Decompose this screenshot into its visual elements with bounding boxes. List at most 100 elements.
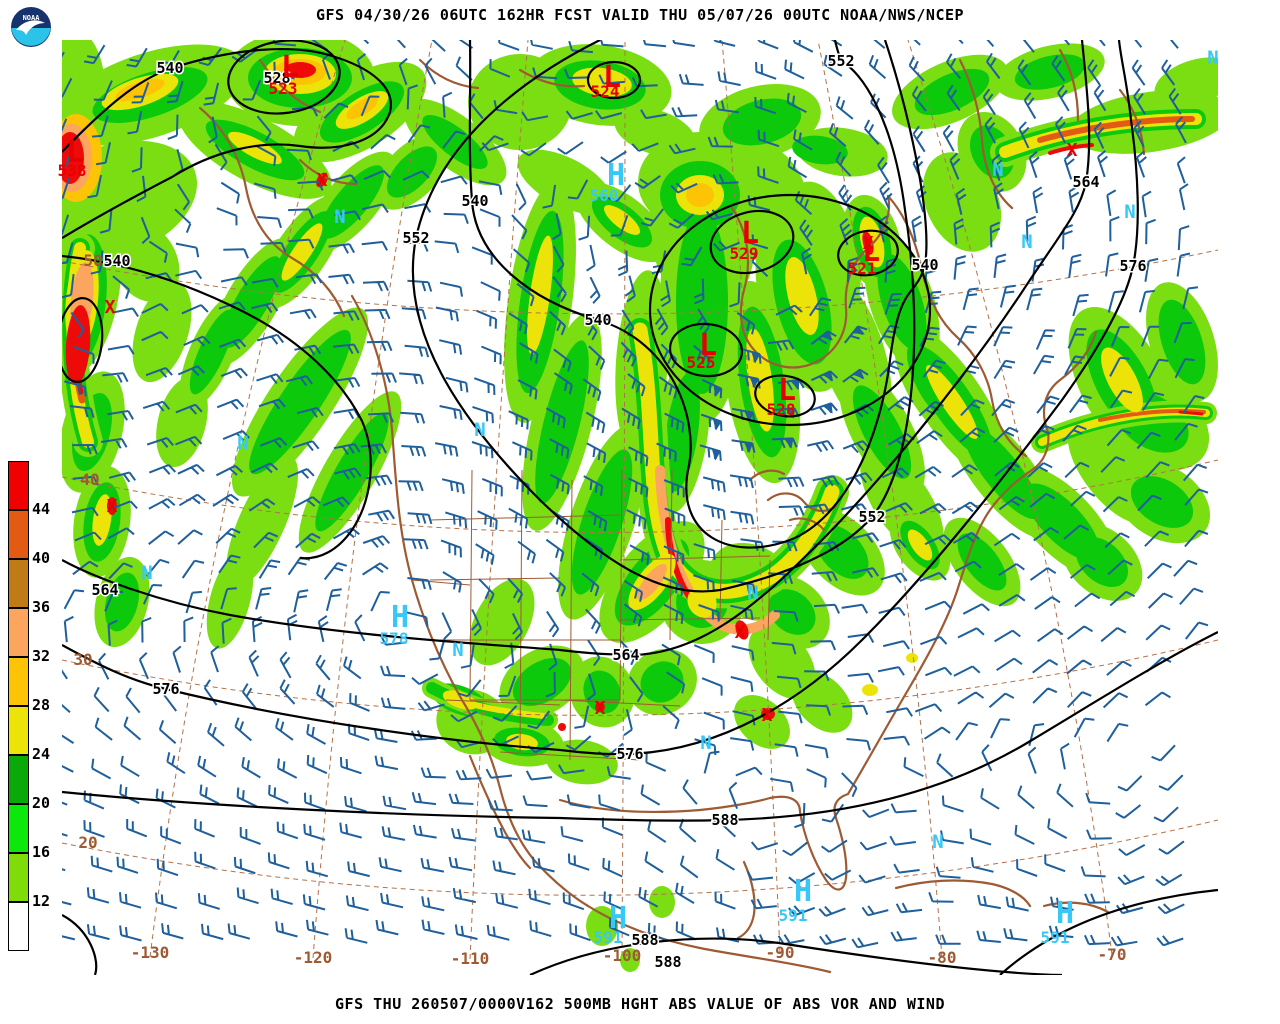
vorticity-blob <box>914 68 990 116</box>
coastline <box>1058 48 1080 122</box>
graticule-line <box>907 40 1113 956</box>
vorticity-blob <box>228 131 282 165</box>
graticule-line <box>62 639 1218 716</box>
height-contour <box>411 40 916 593</box>
vort-max-marker: X <box>1067 140 1078 161</box>
low-center-value: 523 <box>269 79 298 98</box>
wind-barbs <box>62 40 1209 949</box>
wind-barb-layer <box>62 40 1209 949</box>
longitude-label: -100 <box>603 946 642 965</box>
low-center-symbol: L <box>281 50 299 85</box>
low-center-value: 528 <box>767 400 796 419</box>
coastline <box>886 194 1028 458</box>
coastline <box>894 879 1032 908</box>
vorticity-blob <box>1101 347 1143 413</box>
contour-label: 588 <box>654 953 681 971</box>
noaa-logo: NOAA <box>9 5 53 49</box>
high-center-value: 560 <box>590 186 619 205</box>
vorticity-blob <box>386 146 438 198</box>
vorticity-blob <box>852 385 912 479</box>
colorbar-segment <box>8 510 29 559</box>
vort-min-marker: N <box>747 582 758 604</box>
vorticity-blob <box>107 497 117 515</box>
bottom-title: GFS THU 260507/0000V162 500MB HGHT ABS V… <box>335 995 945 1013</box>
vort-min-marker: N <box>452 639 463 661</box>
vorticity-blob <box>1154 57 1218 107</box>
contour-label: 588 <box>711 811 738 829</box>
vorticity-blob <box>906 653 918 663</box>
coastline <box>766 492 838 512</box>
vorticity-streak <box>1098 408 1206 422</box>
height-contour <box>529 937 1063 975</box>
coastline <box>418 58 480 90</box>
vorticity-blob <box>422 115 488 169</box>
high-center-value: 578 <box>380 629 409 648</box>
vort-max-marker: X <box>107 496 118 517</box>
colorbar-segment <box>8 461 29 510</box>
coastline <box>468 754 532 870</box>
height-contour-closed <box>648 193 932 427</box>
vorticity-blob <box>206 551 254 649</box>
colorbar-segment <box>8 804 29 853</box>
high-center-symbol: H <box>609 901 627 936</box>
height-contour <box>468 40 928 549</box>
vorticity-blob <box>926 365 978 439</box>
low-center-value: 538 <box>58 161 87 180</box>
graticule-line <box>817 40 943 959</box>
vort-max-marker: X <box>105 297 116 318</box>
longitude-label: -110 <box>451 949 490 968</box>
height-contour-closed <box>754 374 816 418</box>
vort-min-marker: N <box>237 432 248 454</box>
latitude-label: 20 <box>78 833 97 852</box>
vorticity-blob <box>558 723 566 731</box>
height-contour <box>62 40 1139 756</box>
latitude-label: 40 <box>80 470 99 489</box>
height-contour <box>62 40 1091 657</box>
vorticity-blob <box>957 533 1007 591</box>
contour-label: 588 <box>631 931 658 949</box>
vort-min-marker: N <box>1207 47 1218 69</box>
colorbar-tick-label: 12 <box>32 892 51 910</box>
state-border <box>669 469 673 641</box>
contour-label: 540 <box>461 192 488 210</box>
coastline <box>558 792 850 891</box>
height-contour-closed <box>837 229 899 277</box>
height-contour-closed <box>62 297 104 383</box>
height-contour-layer <box>62 40 1218 975</box>
height-contour <box>62 631 1218 822</box>
coastline <box>788 517 826 532</box>
coastline <box>518 68 586 88</box>
contour-label: 528 <box>263 69 290 87</box>
colorbar-tick-label: 16 <box>32 843 51 861</box>
colorbar-segment <box>8 559 29 608</box>
coastline <box>846 430 1050 796</box>
low-center-value: 525 <box>687 353 716 372</box>
graticule-line <box>149 40 346 958</box>
colorbar-tick-label: 28 <box>32 696 51 714</box>
vort-min-marker: N <box>932 831 943 853</box>
graticule-line <box>312 40 433 959</box>
high-center-value: 591 <box>779 906 808 925</box>
graticule-line <box>62 249 1218 315</box>
colorbar-segment <box>8 608 29 657</box>
contour-label: 564 <box>91 581 118 599</box>
latitude-label: 50 <box>83 251 102 270</box>
coastline <box>298 158 358 186</box>
vorticity-blob <box>535 340 589 504</box>
state-border <box>619 555 771 561</box>
vorticity-blob <box>1075 537 1129 587</box>
vorticity-blob <box>595 702 605 712</box>
vorticity-blob <box>603 205 641 235</box>
high-center-symbol: H <box>391 600 409 635</box>
high-center-symbol: H <box>1056 896 1074 931</box>
longitude-label: -130 <box>131 943 170 962</box>
low-center-symbol: L <box>778 373 796 408</box>
contour-label: 576 <box>1119 257 1146 275</box>
contour-label: 564 <box>1072 173 1099 191</box>
high-center-symbol: H <box>794 874 812 909</box>
vorticity-blob <box>571 449 633 595</box>
contour-label: 540 <box>584 311 611 329</box>
top-title: GFS 04/30/26 06UTC 162HR FCST VALID THU … <box>315 6 965 24</box>
contour-label: 540 <box>156 59 183 77</box>
noaa-logo-text: NOAA <box>23 14 41 22</box>
